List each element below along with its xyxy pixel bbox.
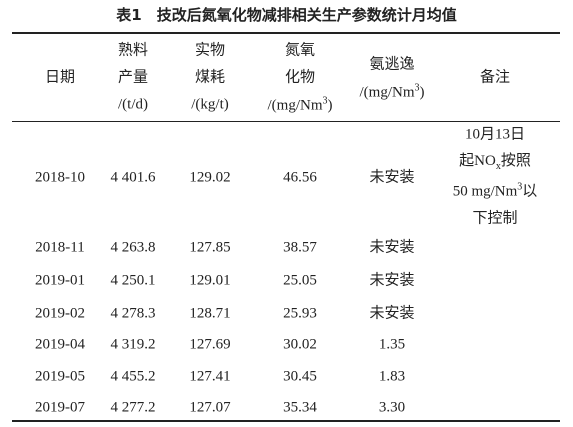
table-cell: 46.56 bbox=[283, 169, 317, 186]
text: 煤耗 bbox=[194, 69, 226, 86]
text: 实物 bbox=[194, 42, 226, 59]
table-cell: 30.45 bbox=[283, 368, 317, 385]
table-cell: 127.41 bbox=[189, 368, 231, 385]
table-cell: 127.85 bbox=[189, 239, 231, 256]
text: 化物 bbox=[284, 69, 316, 86]
table-cell: 35.34 bbox=[283, 399, 317, 416]
table-cell: 1.35 bbox=[378, 336, 406, 353]
table-cell: 128.71 bbox=[189, 305, 231, 322]
table-cell: 25.93 bbox=[283, 305, 317, 322]
table-cell: 2019-05 bbox=[35, 368, 85, 385]
table-cell: 未安装 bbox=[369, 169, 415, 186]
text: 备注 bbox=[479, 69, 511, 86]
text: 日期 bbox=[44, 69, 76, 86]
table-cell: 未安装 bbox=[369, 239, 415, 256]
table-cell: 4 401.6 bbox=[110, 169, 156, 186]
table-cell: 4 277.2 bbox=[110, 399, 156, 416]
column-header: /(mg/Nm3) bbox=[360, 83, 425, 100]
column-header: 日期 bbox=[44, 69, 76, 86]
table-cell: 25.05 bbox=[283, 272, 317, 289]
text: 50 mg/Nm bbox=[452, 183, 518, 200]
table-cell: 127.69 bbox=[189, 336, 231, 353]
table-cell: 4 455.2 bbox=[110, 368, 156, 385]
table-cell: 4 250.1 bbox=[110, 272, 156, 289]
table-cell: 3.30 bbox=[378, 399, 406, 416]
text: ) bbox=[327, 97, 333, 114]
column-header: 实物 bbox=[194, 42, 226, 59]
note-line: 50 mg/Nm3以 bbox=[452, 181, 538, 200]
text: /(kg/t) bbox=[191, 96, 229, 113]
table-cell: 4 319.2 bbox=[110, 336, 156, 353]
column-header: 氮氧 bbox=[284, 42, 316, 59]
bottom-rule bbox=[12, 420, 560, 422]
table-cell: 2019-07 bbox=[35, 399, 85, 416]
text: 以 bbox=[522, 183, 538, 200]
table-cell: 2018-10 bbox=[35, 169, 85, 186]
column-header: 熟料 bbox=[117, 42, 149, 59]
table-title: 表1 技改后氮氧化物减排相关生产参数统计月均值 bbox=[116, 6, 457, 24]
table-cell: 2019-02 bbox=[35, 305, 85, 322]
column-header: 备注 bbox=[479, 69, 511, 86]
superscript: 3 bbox=[322, 95, 328, 107]
column-header: 氨逃逸 bbox=[369, 57, 414, 72]
top-rule bbox=[12, 32, 560, 34]
text: 按照 bbox=[500, 153, 531, 169]
text: /(t/d) bbox=[118, 96, 148, 113]
table-cell: 2019-01 bbox=[35, 272, 85, 289]
note-line: 起NOx按照 bbox=[459, 154, 531, 172]
table-cell: 38.57 bbox=[283, 239, 317, 256]
column-header: /(kg/t) bbox=[191, 96, 229, 113]
subscript: x bbox=[495, 161, 501, 172]
text: /(mg/Nm bbox=[359, 84, 415, 100]
table-cell: 30.02 bbox=[283, 336, 317, 353]
table-cell: 127.07 bbox=[189, 399, 231, 416]
text: 起NO bbox=[459, 153, 496, 169]
note-line: 10月13日 bbox=[464, 126, 526, 143]
text: ) bbox=[419, 84, 425, 100]
text: 下控制 bbox=[472, 210, 518, 227]
text: 产量 bbox=[117, 69, 149, 86]
table-cell: 2018-11 bbox=[35, 239, 85, 256]
text: /(mg/Nm bbox=[267, 97, 323, 114]
table-cell: 1.83 bbox=[378, 368, 406, 385]
column-header: 煤耗 bbox=[194, 69, 226, 86]
table-cell: 4 263.8 bbox=[110, 239, 156, 256]
column-header: /(t/d) bbox=[118, 96, 148, 113]
table-cell: 2019-04 bbox=[35, 336, 85, 353]
text: 氨逃逸 bbox=[369, 56, 415, 72]
note-line: 下控制 bbox=[472, 210, 518, 227]
column-header: /(mg/Nm3) bbox=[267, 95, 333, 114]
superscript: 3 bbox=[414, 82, 420, 93]
text: 熟料 bbox=[117, 42, 149, 59]
column-header: 产量 bbox=[117, 69, 149, 86]
text: 氮氧 bbox=[284, 42, 316, 59]
header-rule bbox=[12, 121, 560, 122]
text: 10月13日 bbox=[464, 126, 526, 143]
table-cell: 未安装 bbox=[369, 272, 415, 289]
table-cell: 未安装 bbox=[369, 305, 415, 322]
table-cell: 129.01 bbox=[189, 272, 231, 289]
table-cell: 4 278.3 bbox=[110, 305, 156, 322]
superscript: 3 bbox=[517, 181, 523, 193]
column-header: 化物 bbox=[284, 69, 316, 86]
table-cell: 129.02 bbox=[189, 169, 231, 186]
